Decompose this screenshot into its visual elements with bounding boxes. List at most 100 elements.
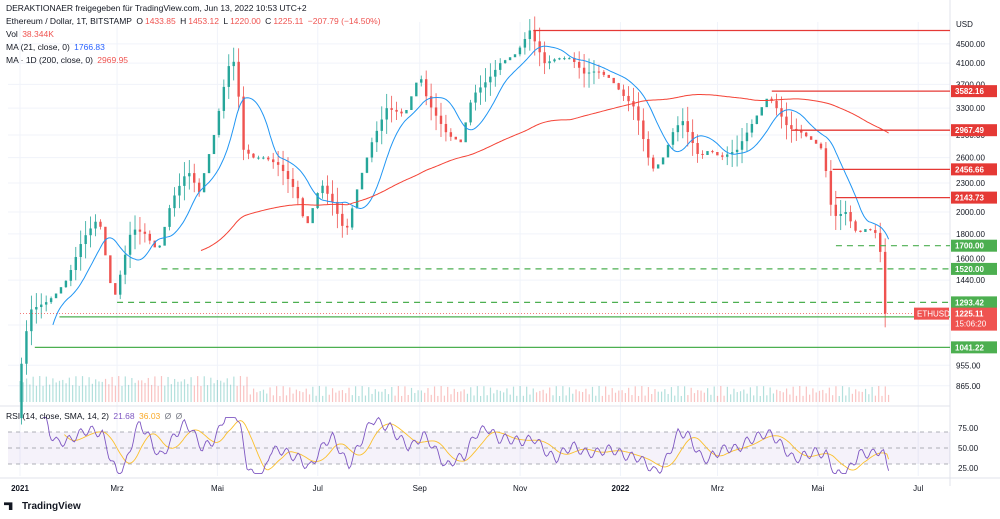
price-candle: [242, 96, 245, 150]
volume-bar: [239, 376, 242, 402]
price-candle: [99, 221, 102, 227]
volume-bar: [762, 386, 765, 402]
price-candle: [395, 109, 398, 112]
price-axis-tick: 2600.00: [956, 154, 985, 163]
price-candle: [883, 251, 887, 314]
price-axis-tick: 3700.00: [956, 80, 985, 89]
volume-bar: [720, 386, 722, 402]
price-candle: [711, 151, 714, 153]
ohlc-high-label: H: [180, 16, 187, 26]
price-candle: [350, 208, 354, 228]
price-candle: [262, 157, 265, 159]
volume-bar: [55, 382, 57, 402]
price-candle: [49, 298, 53, 303]
ohlc-low-label: L: [223, 16, 229, 26]
price-candle: [69, 270, 73, 281]
volume-bar: [575, 389, 577, 402]
volume-bar: [407, 394, 409, 402]
volume-bar: [223, 382, 225, 402]
volume-bar: [318, 386, 320, 402]
price-axis-tick: 1600.00: [956, 254, 985, 263]
price-candle: [854, 221, 857, 231]
volume-value: 38.344K: [22, 29, 54, 39]
header-published-line: DERAKTIONAER freigegeben für TradingView…: [6, 3, 307, 13]
volume-label: Vol: [6, 29, 18, 39]
volume-bar: [108, 384, 110, 402]
volume-bar: [739, 391, 742, 402]
price-axis-tick: 4100.00: [956, 59, 985, 68]
volume-bar: [98, 381, 100, 402]
volume-bar: [845, 395, 847, 402]
time-axis-tick: Jul: [313, 484, 323, 493]
volume-bar: [611, 388, 613, 402]
volume-bar: [252, 388, 255, 402]
price-candle: [656, 164, 660, 169]
volume-bar: [453, 388, 455, 402]
volume-bar: [664, 389, 666, 402]
rsi-axis-tick: 50.00: [958, 444, 979, 453]
volume-bar: [420, 390, 422, 402]
rsi-line: [43, 416, 890, 475]
volume-bar: [437, 395, 439, 402]
price-candle: [44, 302, 48, 305]
volume-bar: [81, 376, 84, 402]
volume-bar: [62, 379, 64, 402]
volume-bar: [480, 395, 482, 402]
price-axis-tick: 865.00: [956, 382, 981, 391]
volume-bar: [328, 394, 330, 402]
volume-bar: [358, 395, 360, 402]
volume-bar: [572, 393, 574, 402]
price-candle: [696, 143, 699, 154]
last-price-countdown: 15:06:20: [955, 320, 987, 329]
volume-bar: [835, 386, 837, 402]
volume-bar: [522, 395, 524, 402]
price-axis-tick: 1800.00: [956, 230, 985, 239]
volume-bar: [341, 390, 344, 402]
volume-bar: [473, 395, 475, 402]
volume-bar: [822, 389, 824, 402]
price-axis-unit: USD: [956, 20, 973, 29]
level-tag-bg: [951, 262, 997, 275]
volume-bar: [651, 394, 653, 402]
price-candle: [617, 83, 620, 90]
price-candle: [128, 234, 132, 255]
volume-bar: [644, 395, 646, 402]
price-candle: [54, 293, 58, 299]
volume-bar: [190, 377, 192, 402]
volume-bar: [85, 385, 87, 402]
price-candle: [775, 100, 778, 109]
price-candle: [790, 125, 793, 129]
ma200-label: MA · 1D (200, close, 0): [6, 55, 93, 65]
volume-bar: [838, 395, 840, 402]
volume-bar: [266, 393, 268, 402]
volume-bar: [88, 377, 90, 402]
volume-bar: [187, 383, 189, 402]
volume-bar: [812, 388, 814, 402]
price-candle: [592, 71, 596, 73]
rsi-extra-1: Ø: [164, 411, 172, 421]
volume-bar: [634, 386, 636, 402]
volume-bar: [785, 388, 788, 402]
header-ma200-line: MA · 1D (200, close, 0) 2969.95: [6, 55, 130, 66]
volume-bar: [861, 391, 863, 402]
volume-bar: [269, 387, 271, 402]
volume-bar: [397, 386, 399, 402]
price-candle: [612, 77, 615, 84]
volume-bar: [818, 390, 821, 402]
volume-bar: [387, 394, 390, 402]
tradingview-footer[interactable]: TradingView: [4, 501, 81, 512]
volume-bar: [374, 389, 376, 402]
last-price-value: 1225.11: [955, 310, 984, 319]
volume-bar: [49, 384, 51, 402]
price-candle: [864, 229, 867, 232]
volume-bar: [262, 389, 265, 402]
volume-bar: [144, 382, 146, 402]
volume-bar: [476, 386, 478, 402]
volume-bar: [815, 392, 817, 402]
volume-bar: [549, 387, 551, 402]
price-candle: [227, 66, 230, 87]
price-candle: [104, 226, 107, 256]
price-candle: [602, 71, 606, 75]
header-volume-line: Vol 38.344K: [6, 29, 56, 40]
